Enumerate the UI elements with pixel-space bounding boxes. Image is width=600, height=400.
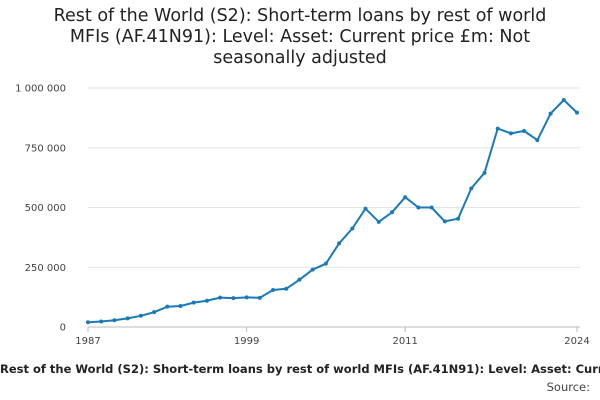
data-point[interactable] xyxy=(138,313,143,318)
data-point[interactable] xyxy=(403,195,408,200)
y-tick-label: 750 000 xyxy=(25,143,66,154)
data-point[interactable] xyxy=(323,261,328,266)
chart-title-line-3: seasonally adjusted xyxy=(213,48,387,68)
data-point[interactable] xyxy=(178,303,183,308)
data-point[interactable] xyxy=(561,97,566,102)
data-point[interactable] xyxy=(284,286,289,291)
data-point[interactable] xyxy=(257,295,262,300)
y-tick-label: 1 000 000 xyxy=(15,84,66,95)
data-point[interactable] xyxy=(125,316,130,321)
data-point[interactable] xyxy=(416,205,421,210)
data-point[interactable] xyxy=(535,138,540,143)
y-tick-label: 0 xyxy=(60,323,66,334)
data-point[interactable] xyxy=(363,206,368,211)
x-tick-label: 2011 xyxy=(392,336,417,347)
data-point[interactable] xyxy=(389,210,394,215)
data-point[interactable] xyxy=(86,320,90,325)
series-layer xyxy=(86,97,579,325)
data-point[interactable] xyxy=(244,295,249,300)
data-point[interactable] xyxy=(152,310,157,315)
data-point[interactable] xyxy=(165,304,170,309)
series-line xyxy=(87,99,578,324)
data-point[interactable] xyxy=(482,170,487,175)
x-tick-label: 1999 xyxy=(234,336,259,347)
data-point[interactable] xyxy=(231,296,236,301)
data-point[interactable] xyxy=(310,267,315,272)
data-point[interactable] xyxy=(495,126,500,131)
data-point[interactable] xyxy=(522,129,527,134)
data-point[interactable] xyxy=(442,219,447,224)
x-axis-tick-labels: 1987 1999 2011 2024 xyxy=(75,336,589,347)
x-axis xyxy=(87,326,580,332)
data-point[interactable] xyxy=(508,131,513,136)
data-point[interactable] xyxy=(99,319,104,324)
data-point[interactable] xyxy=(191,300,196,305)
data-point[interactable] xyxy=(376,219,381,224)
data-point[interactable] xyxy=(350,226,355,231)
data-point[interactable] xyxy=(429,205,434,210)
data-point[interactable] xyxy=(548,111,553,116)
data-point[interactable] xyxy=(456,216,461,221)
data-point[interactable] xyxy=(204,298,209,303)
chart-title-line-2: MFIs (AF.41N91): Level: Asset: Current p… xyxy=(69,27,531,47)
data-point[interactable] xyxy=(112,318,117,323)
chart-title-line-1: Rest of the World (S2): Short-term loans… xyxy=(53,6,547,26)
source-label: Source: xyxy=(546,380,590,394)
data-point[interactable] xyxy=(218,295,223,300)
data-point[interactable] xyxy=(575,110,579,115)
chart-title: Rest of the World (S2): Short-term loans… xyxy=(0,6,600,69)
chart-caption: Rest of the World (S2): Short-term loans… xyxy=(0,362,600,376)
data-point[interactable] xyxy=(337,241,342,246)
y-tick-label: 250 000 xyxy=(25,263,66,274)
gridlines xyxy=(88,87,580,268)
x-tick-label: 2024 xyxy=(564,336,589,347)
data-point[interactable] xyxy=(271,287,276,292)
x-tick-label: 1987 xyxy=(75,336,100,347)
data-point[interactable] xyxy=(469,186,474,191)
y-axis-tick-labels: 0 250 000 500 000 750 000 1 000 000 xyxy=(15,84,66,334)
y-tick-label: 500 000 xyxy=(25,203,66,214)
data-point[interactable] xyxy=(297,277,302,282)
